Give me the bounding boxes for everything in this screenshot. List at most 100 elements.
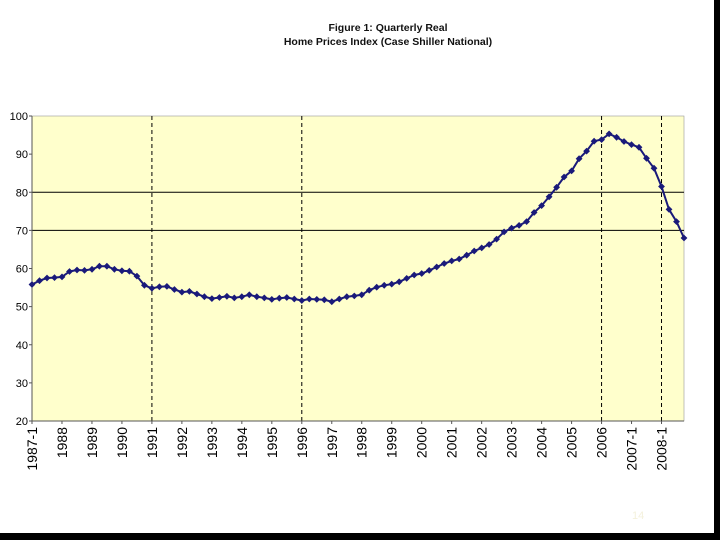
- x-tick-label-1995: 1995: [264, 427, 280, 458]
- data-point-51: [410, 271, 418, 279]
- y-tick-label-80: 80: [16, 187, 28, 199]
- data-point-25: [216, 294, 223, 301]
- series-line: [31, 132, 685, 303]
- data-point-60: [478, 244, 486, 252]
- x-tick-label-1989: 1989: [84, 427, 100, 458]
- data-point-45: [365, 286, 373, 294]
- y-tick-label-50: 50: [16, 302, 28, 314]
- chart-title-line-2: Home Prices Index (Case Shiller National…: [283, 36, 493, 48]
- slide: Figure 1: Quarterly Real Home Prices Ind…: [0, 0, 714, 533]
- data-point-21: [186, 288, 193, 295]
- plot-area: [31, 115, 685, 422]
- x-tick-label-1994: 1994: [234, 427, 250, 458]
- data-point-32: [268, 296, 276, 303]
- data-point-15: [141, 281, 148, 289]
- data-point-14: [133, 272, 141, 280]
- data-point-6: [73, 266, 81, 274]
- data-point-1: [36, 277, 43, 285]
- data-point-12: [118, 267, 126, 275]
- data-point-75: [590, 137, 598, 145]
- data-point-80: [628, 141, 635, 148]
- data-point-35: [290, 295, 298, 303]
- data-point-64: [508, 224, 515, 232]
- data-point-58: [463, 251, 471, 259]
- x-tick-label-1988: 1988: [54, 427, 70, 458]
- y-tick-label-70: 70: [16, 225, 28, 237]
- x-tick-label-2005: 2005: [564, 427, 580, 458]
- data-point-82: [643, 154, 650, 162]
- data-point-85: [665, 206, 673, 213]
- chart-title-line-1: Figure 1: Quarterly Real: [328, 22, 448, 34]
- data-point-26: [223, 292, 231, 300]
- data-point-48: [388, 280, 396, 288]
- data-point-86: [673, 218, 680, 225]
- data-point-67: [530, 209, 538, 216]
- data-point-52: [418, 270, 426, 277]
- x-tick-label-1990: 1990: [114, 427, 130, 458]
- data-point-47: [380, 281, 388, 289]
- x-tick-label-1992: 1992: [174, 427, 190, 458]
- data-point-79: [620, 138, 628, 145]
- data-point-38: [313, 296, 321, 303]
- data-point-34: [283, 294, 291, 301]
- data-point-73: [575, 155, 583, 163]
- data-point-66: [523, 218, 530, 225]
- x-tick-label-2008-1: 2008-1: [654, 427, 670, 471]
- data-point-49: [395, 278, 403, 286]
- y-tick-label-90: 90: [16, 149, 28, 161]
- x-tick-label-1996: 1996: [294, 427, 310, 458]
- data-point-55: [440, 260, 448, 267]
- y-tick-label-20: 20: [16, 416, 28, 428]
- data-point-57: [455, 255, 463, 263]
- x-tick-label-2007-1: 2007-1: [624, 427, 640, 471]
- data-point-43: [350, 292, 358, 300]
- chart-svg: 20 30 40 50 60 70 80 90 100 1987-1 1988 1989 1990 199…: [10, 111, 688, 471]
- x-tick-label-1998: 1998: [354, 427, 370, 458]
- data-point-30: [253, 293, 261, 301]
- x-tick-label-2001: 2001: [444, 427, 460, 458]
- data-point-3: [51, 274, 58, 281]
- x-tick-label-2003: 2003: [504, 427, 520, 458]
- data-point-29: [245, 291, 253, 299]
- data-point-54: [433, 263, 441, 271]
- x-tick-label-1993: 1993: [204, 427, 220, 458]
- data-point-46: [373, 283, 381, 291]
- data-point-4: [58, 273, 66, 281]
- x-tick-label-2000: 2000: [414, 427, 430, 458]
- data-point-33: [275, 294, 283, 302]
- y-tick-label-30: 30: [16, 378, 28, 390]
- data-point-10: [103, 262, 111, 270]
- x-tick-label-1997: 1997: [324, 427, 340, 458]
- data-point-20: [178, 288, 186, 296]
- data-point-68: [538, 202, 545, 209]
- data-point-7: [81, 267, 88, 274]
- data-point-36: [298, 297, 306, 304]
- data-point-37: [305, 295, 313, 303]
- data-point-78: [613, 133, 620, 141]
- data-point-9: [96, 262, 103, 270]
- x-tick-label-1999: 1999: [384, 427, 400, 458]
- data-point-22: [193, 290, 201, 298]
- data-point-5: [66, 268, 73, 275]
- data-point-8: [88, 265, 96, 273]
- data-point-62: [493, 235, 500, 243]
- data-point-16: [148, 284, 156, 292]
- data-point-19: [171, 286, 178, 293]
- data-point-31: [260, 294, 268, 302]
- data-point-28: [238, 293, 246, 301]
- data-point-72: [568, 167, 575, 175]
- data-point-40: [328, 298, 336, 306]
- data-point-39: [320, 296, 328, 304]
- data-point-61: [485, 241, 493, 248]
- data-point-63: [500, 228, 508, 236]
- data-point-24: [208, 295, 216, 302]
- data-point-50: [403, 275, 411, 282]
- data-point-56: [448, 257, 456, 265]
- data-point-0: [28, 281, 36, 288]
- data-point-74: [583, 147, 590, 155]
- data-point-42: [343, 293, 351, 301]
- data-point-76: [598, 136, 605, 143]
- x-tick-label-1991: 1991: [144, 427, 160, 458]
- data-point-87: [680, 234, 688, 242]
- data-point-44: [358, 291, 366, 299]
